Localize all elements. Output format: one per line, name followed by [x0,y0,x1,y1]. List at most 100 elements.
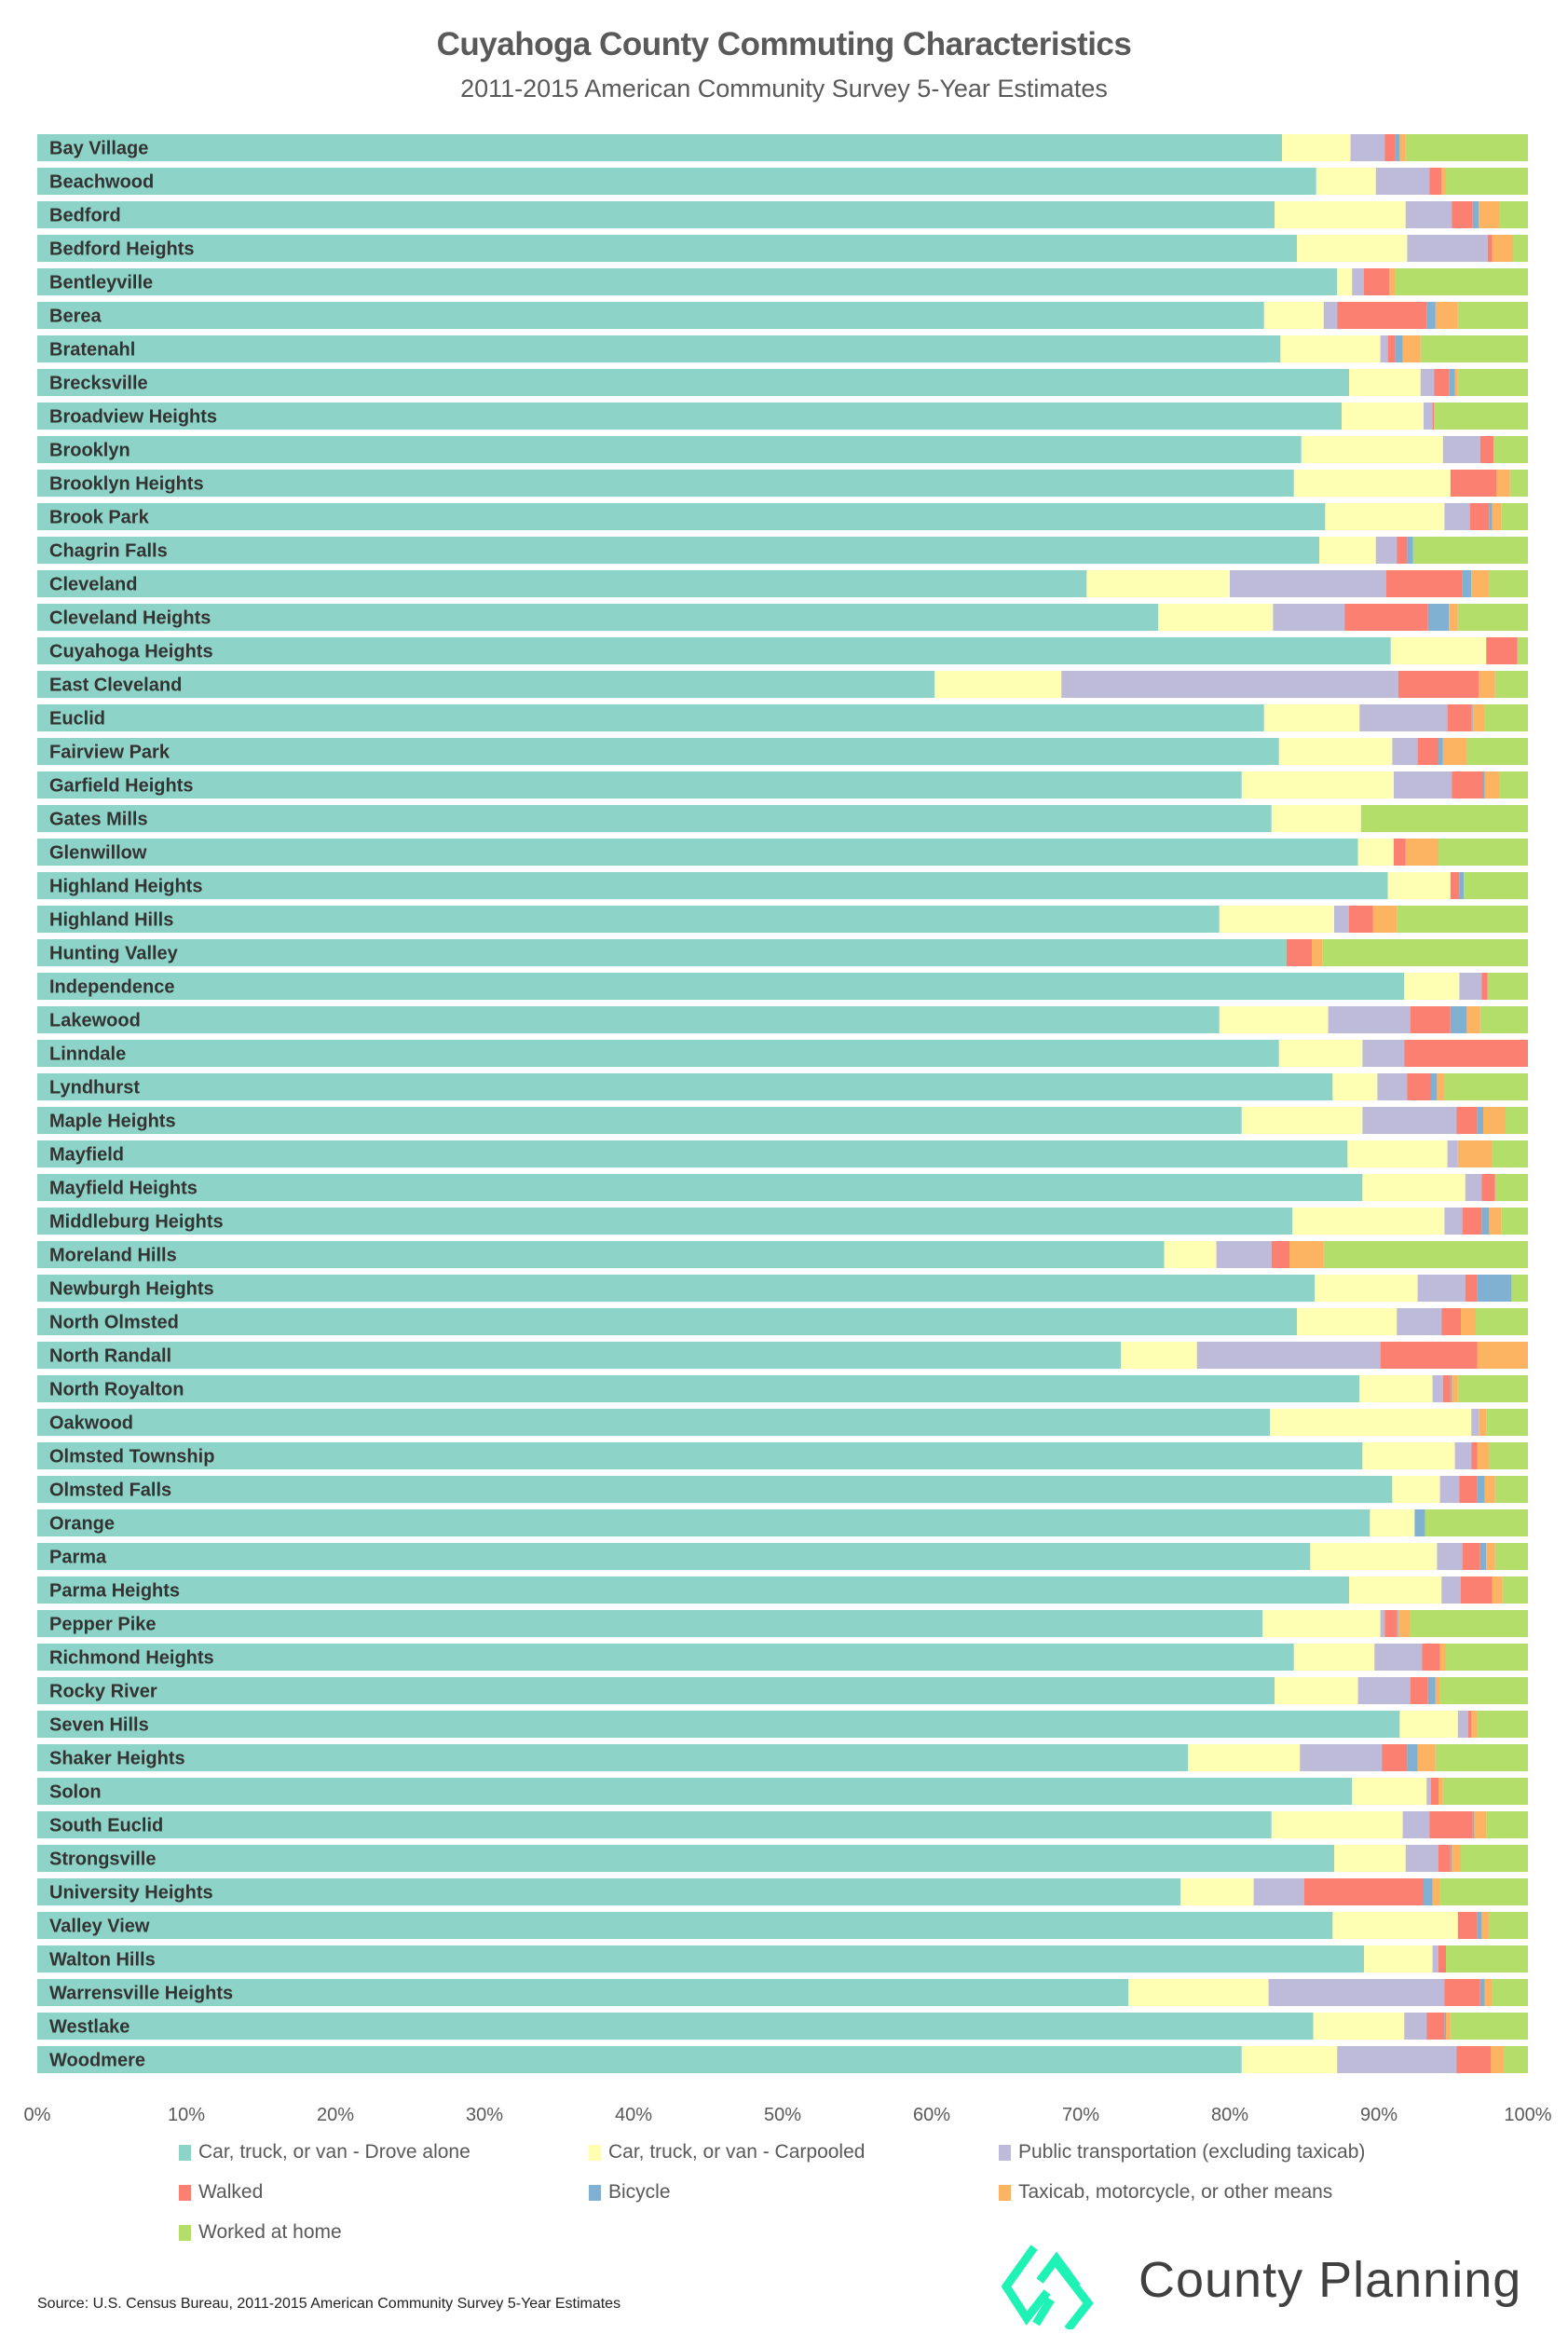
bar-segment-public-transportation-excluding-taxicab [1273,604,1345,631]
bar-row-lyndhurst: Lyndhurst [37,1073,1528,1100]
bar-segment-walked [1479,436,1494,463]
category-label: Westlake [49,2017,130,2038]
bar-segment-car-truck-or-van-drove-alone [37,570,1087,597]
category-label: Lakewood [49,1011,141,1031]
legend-label: Car, truck, or van - Drove alone [198,2141,470,2163]
category-label: North Randall [49,1346,171,1367]
bar-segment-walked [1397,537,1408,564]
category-label: Bedford [49,206,121,226]
bar-segment-walked [1469,503,1490,530]
bar-segment-taxicab-motorcycle-or-other-means [1484,771,1500,798]
bar-row-glenwillow: Glenwillow [37,839,1528,866]
category-label: Walton Hills [49,1950,156,1971]
bar-segment-taxicab-motorcycle-or-other-means [1452,1845,1461,1872]
bar-segment-car-truck-or-van-carpooled [1293,1644,1375,1671]
bar-segment-worked-at-home [1506,1107,1528,1134]
x-tick-label: 30% [466,2105,503,2125]
bar-segment-car-truck-or-van-drove-alone [37,1945,1364,1972]
category-label: Garfield Heights [49,776,193,797]
bar-segment-public-transportation-excluding-taxicab [1216,1241,1272,1268]
bar-segment-car-truck-or-van-drove-alone [37,805,1272,832]
bar-row-parma-heights: Parma Heights [37,1576,1528,1604]
bar-segment-walked [1344,604,1428,631]
bar-row-cleveland-heights: Cleveland Heights [37,604,1528,631]
bar-segment-bicycle [1489,503,1493,530]
category-label: Brooklyn Heights [49,474,204,495]
bar-segment-car-truck-or-van-drove-alone [37,1677,1275,1704]
bar-row-bratenahl: Bratenahl [37,335,1528,362]
bar-row-cleveland: Cleveland [37,570,1528,597]
bar-segment-worked-at-home [1439,1677,1528,1704]
x-tick-label: 90% [1360,2105,1398,2125]
bar-segment-car-truck-or-van-carpooled [1342,403,1424,430]
bar-segment-car-truck-or-van-carpooled [1319,537,1376,564]
category-label: Independence [49,977,174,998]
bar-segment-public-transportation-excluding-taxicab [1444,503,1470,530]
category-label: Bedford Heights [49,239,195,260]
category-label: Highland Hills [49,910,173,931]
bar-segment-taxicab-motorcycle-or-other-means [1484,1979,1493,2006]
bar-segment-worked-at-home [1494,671,1528,698]
category-label: Shaker Heights [49,1749,185,1769]
bar-segment-car-truck-or-van-carpooled [1270,1409,1472,1436]
bar-segment-car-truck-or-van-drove-alone [37,1040,1279,1067]
bar-segment-walked [1442,1375,1451,1402]
category-label: Cleveland [49,575,137,595]
bar-row-south-euclid: South Euclid [37,1811,1528,1838]
bar-segment-taxicab-motorcycle-or-other-means [1454,369,1458,396]
category-label: North Olmsted [49,1313,179,1333]
bar-segment-worked-at-home [1487,973,1528,1000]
bar-segment-worked-at-home [1439,1878,1528,1905]
bar-segment-car-truck-or-van-drove-alone [37,839,1358,866]
bar-segment-car-truck-or-van-drove-alone [37,1006,1220,1033]
bar-segment-worked-at-home [1410,1610,1528,1637]
category-label: Rocky River [49,1682,157,1702]
bar-row-independence: Independence [37,973,1528,1000]
bar-row-olmsted-township: Olmsted Township [37,1442,1528,1469]
bar-segment-car-truck-or-van-drove-alone [37,1308,1297,1335]
bar-segment-public-transportation-excluding-taxicab [1350,134,1385,161]
bar-segment-walked [1462,1543,1480,1570]
bar-segment-public-transportation-excluding-taxicab [1337,2046,1457,2073]
bar-segment-public-transportation-excluding-taxicab [1407,235,1488,262]
bar-segment-car-truck-or-van-carpooled [1262,1610,1381,1637]
bar-row-beachwood: Beachwood [37,168,1528,195]
bar-segment-bicycle [1407,1744,1418,1771]
bar-segment-taxicab-motorcycle-or-other-means [1289,1241,1324,1268]
bar-segment-taxicab-motorcycle-or-other-means [1402,335,1421,362]
bar-segment-walked [1429,1811,1473,1838]
bar-segment-bicycle [1459,872,1465,899]
bar-segment-car-truck-or-van-drove-alone [37,939,1287,966]
bar-segment-taxicab-motorcycle-or-other-means [1471,1711,1478,1738]
bar-segment-car-truck-or-van-drove-alone [37,1610,1263,1637]
x-tick-label: 100% [1504,2105,1551,2125]
x-tick-label: 50% [764,2105,801,2125]
bar-segment-taxicab-motorcycle-or-other-means [1486,1543,1495,1570]
bar-segment-walked [1394,839,1406,866]
category-label: Olmsted Township [49,1447,214,1467]
bar-segment-public-transportation-excluding-taxicab [1404,2013,1427,2040]
legend-swatch [999,2144,1011,2161]
bar-segment-public-transportation-excluding-taxicab [1380,335,1388,362]
bar-row-bedford-heights: Bedford Heights [37,235,1528,262]
bar-segment-walked [1404,1040,1528,1067]
bar-segment-car-truck-or-van-carpooled [1349,369,1421,396]
bar-segment-taxicab-motorcycle-or-other-means [1492,235,1513,262]
bar-segment-public-transportation-excluding-taxicab [1465,1174,1482,1201]
bar-segment-walked [1407,1073,1431,1100]
bar-segment-public-transportation-excluding-taxicab [1375,537,1398,564]
bar-segment-car-truck-or-van-carpooled [1352,1778,1427,1805]
bar-segment-public-transportation-excluding-taxicab [1230,570,1386,597]
bar-segment-worked-at-home [1501,1208,1528,1235]
bar-segment-car-truck-or-van-carpooled [1392,1476,1440,1503]
bar-segment-car-truck-or-van-carpooled [1370,1509,1415,1536]
category-label: Broadview Heights [49,407,217,428]
bar-row-richmond-heights: Richmond Heights [37,1644,1528,1671]
bar-segment-car-truck-or-van-drove-alone [37,369,1349,396]
bar-segment-worked-at-home [1489,1442,1528,1469]
category-label: East Cleveland [49,676,182,696]
bar-segment-car-truck-or-van-carpooled [1278,1040,1363,1067]
bar-segment-taxicab-motorcycle-or-other-means [1479,671,1495,698]
category-label: Valley View [49,1917,150,1937]
legend-label: Bicycle [608,2181,671,2203]
